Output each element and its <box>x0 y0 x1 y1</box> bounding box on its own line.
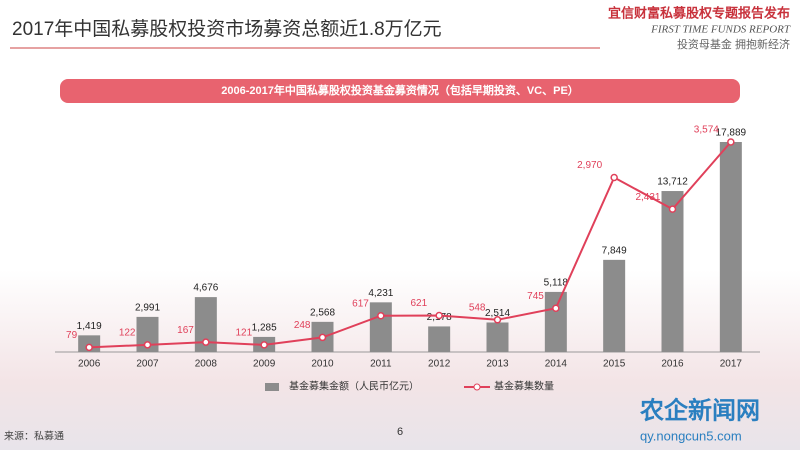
bar <box>486 322 509 352</box>
line-value-label: 621 <box>410 298 427 309</box>
line-value-label: 745 <box>527 291 544 302</box>
line-point <box>668 205 677 213</box>
bar-value-label: 4,231 <box>368 288 393 299</box>
x-tick-label: 2014 <box>545 359 568 370</box>
line-point <box>727 138 735 146</box>
x-tick-label: 2013 <box>486 359 509 370</box>
line-point <box>202 338 210 346</box>
line-point <box>85 343 93 352</box>
watermark-url: qy.nongcun5.com <box>640 428 742 443</box>
line-point <box>318 333 327 342</box>
line-value-label: 2,970 <box>577 160 602 171</box>
line-point <box>143 341 152 349</box>
bar-value-label: 1,419 <box>77 321 102 332</box>
bar <box>544 291 567 352</box>
x-tick-label: 2006 <box>78 359 101 370</box>
bar-value-label: 2,514 <box>485 308 510 319</box>
slide-title: 2017年中国私募股权投资市场募资总额近1.8万亿元 <box>12 18 442 40</box>
legend-label: 基金募集数量 <box>494 380 554 393</box>
brand: 宜信财富私募股权专题报告发布 <box>608 5 790 20</box>
x-tick-label: 2017 <box>720 359 743 370</box>
legend-swatch <box>265 383 279 391</box>
x-tick-label: 2011 <box>370 359 392 370</box>
legend-swatch <box>473 383 481 391</box>
line-value-label: 121 <box>235 328 252 339</box>
line-value-label: 3,574 <box>694 125 719 136</box>
legend-label: 基金募集金额（人民币亿元） <box>289 380 419 393</box>
slogan: 投资母基金 拥抱新经济 <box>677 37 790 51</box>
bar-value-label: 17,889 <box>716 128 747 139</box>
source: 来源：私募通 <box>4 430 64 443</box>
chart-banner <box>60 79 740 103</box>
bar <box>136 316 159 352</box>
bar-value-label: 13,712 <box>657 177 688 188</box>
x-tick-label: 2016 <box>661 359 684 370</box>
bar-value-label: 2,568 <box>310 307 335 318</box>
line-point <box>493 316 502 324</box>
bar <box>428 326 451 352</box>
bar <box>194 297 217 352</box>
bar-value-label: 7,849 <box>602 246 627 257</box>
bar-value-label: 2,991 <box>135 303 160 314</box>
bar <box>719 142 742 352</box>
x-tick-label: 2015 <box>603 359 626 370</box>
line-value-label: 617 <box>352 298 369 309</box>
watermark: 农企新闻网 <box>639 396 760 424</box>
brand-en: FIRST TIME FUNDS REPORT <box>650 24 791 36</box>
x-tick-label: 2007 <box>136 359 159 370</box>
bar <box>661 191 684 352</box>
line-point <box>260 341 268 349</box>
line-point <box>435 311 443 320</box>
line-value-label: 248 <box>294 320 311 331</box>
line <box>89 141 732 349</box>
bar-value-label: 5,118 <box>544 278 569 289</box>
page-number: 6 <box>397 426 403 438</box>
line-point <box>552 304 560 312</box>
bar <box>603 259 626 352</box>
x-tick-label: 2012 <box>428 359 451 370</box>
bar-value-label: 1,285 <box>252 323 277 334</box>
line-value-label: 2,431 <box>635 192 660 203</box>
x-tick-label: 2010 <box>311 359 334 370</box>
line-point <box>377 311 385 320</box>
bar-value-label: 4,676 <box>193 283 218 294</box>
line-value-label: 167 <box>177 325 194 336</box>
bar <box>369 302 392 352</box>
line-point <box>610 173 618 182</box>
line-value-label: 79 <box>66 330 78 341</box>
x-tick-label: 2008 <box>195 359 218 370</box>
x-tick-label: 2009 <box>253 359 276 370</box>
line-value-label: 548 <box>469 302 486 313</box>
line-value-label: 122 <box>119 327 136 338</box>
chart-title: 2006-2017年中国私募股权投资基金募资情况（包括早期投资、VC、PE） <box>221 83 579 97</box>
